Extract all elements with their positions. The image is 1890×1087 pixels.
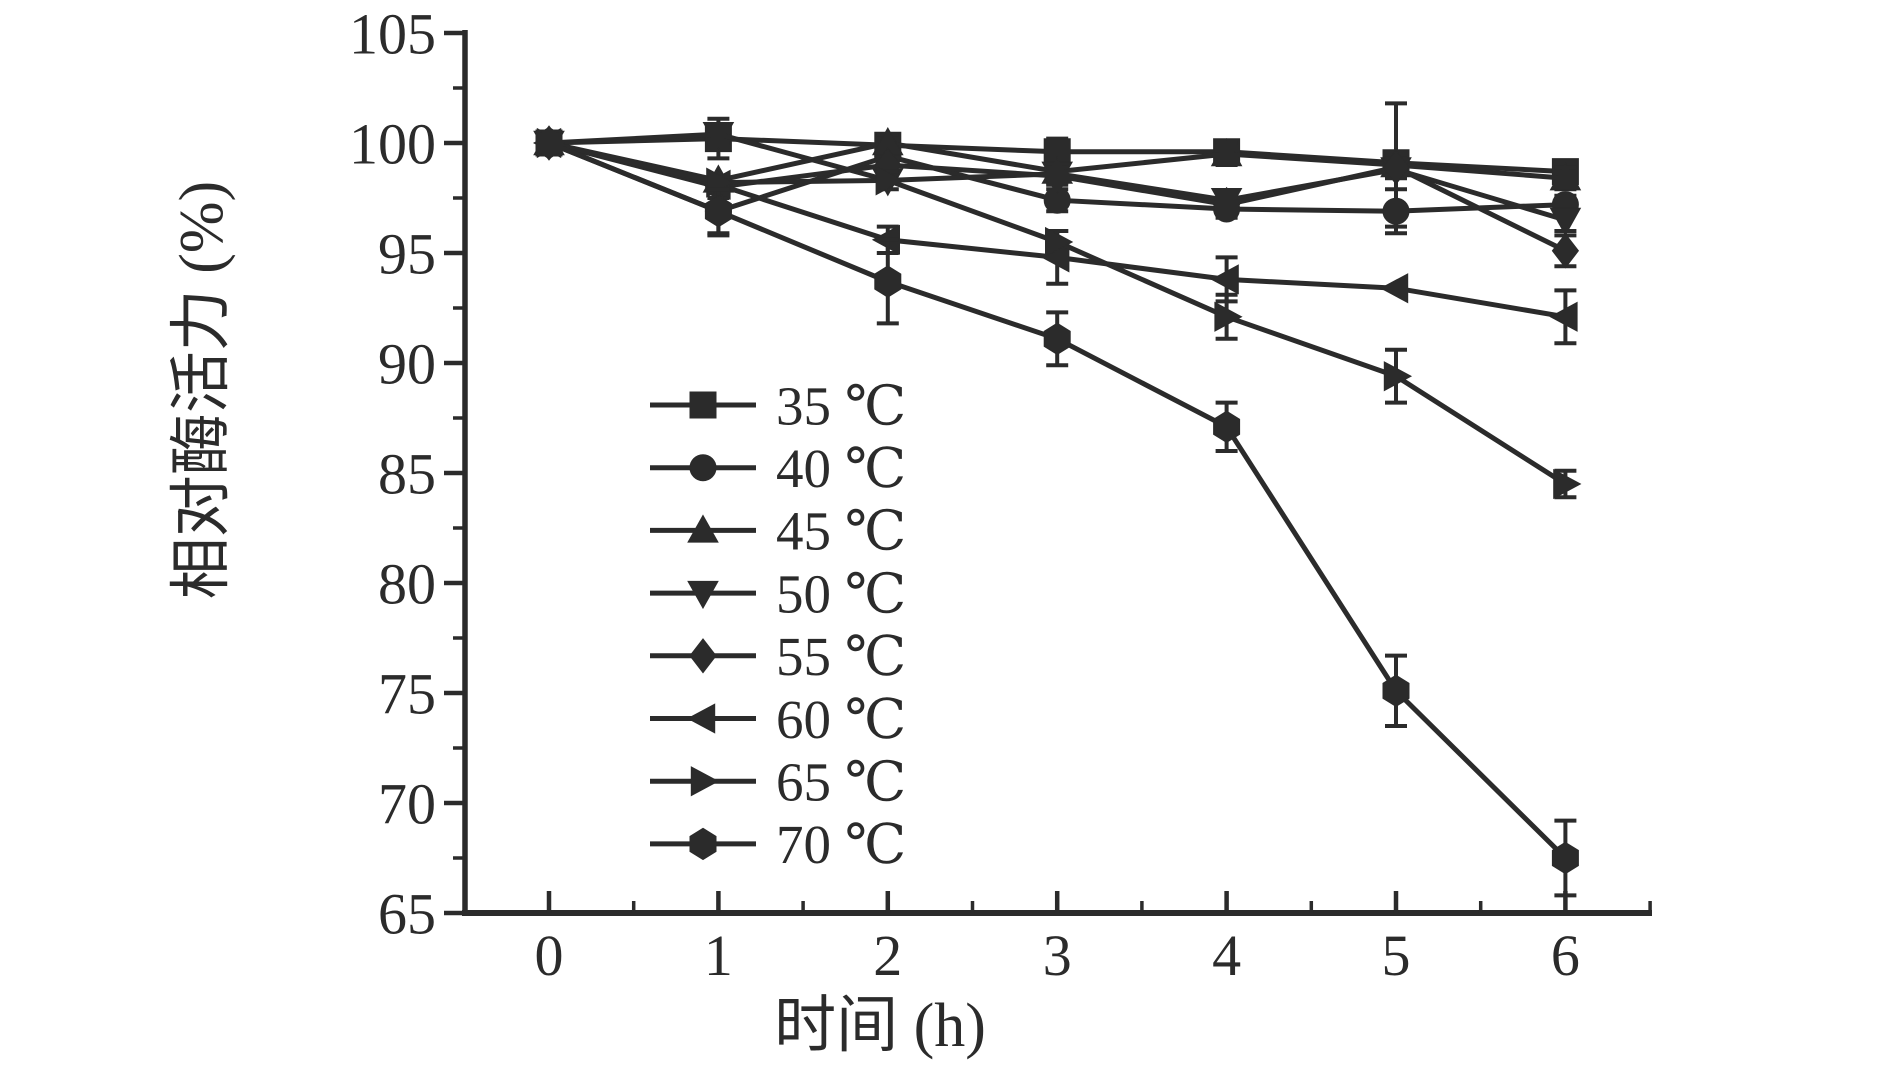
y-tick-label: 75 [378, 661, 436, 726]
y-tick-label: 105 [349, 1, 436, 66]
legend-diamond-marker [689, 638, 717, 674]
circle-marker [1043, 186, 1071, 214]
legend-item: 45 ℃ [650, 501, 906, 562]
x-tick-label: 6 [1551, 923, 1580, 988]
y-axis-title: 相对酶活力 (%) [168, 181, 236, 599]
hexagon-marker [874, 265, 902, 298]
hexagon-marker [704, 195, 732, 228]
x-axis-title: 时间 (h) [774, 992, 986, 1060]
legend-label: 35 ℃ [776, 375, 906, 436]
y-tick-label: 100 [349, 111, 436, 176]
hexagon-marker [1043, 322, 1071, 355]
hexagon-marker [1551, 841, 1579, 875]
legend-item: 35 ℃ [650, 375, 906, 436]
hexagon-marker [1213, 410, 1241, 443]
legend-label: 70 ℃ [776, 814, 906, 875]
legend-triangle-right-marker [690, 766, 720, 797]
hexagon-marker [535, 126, 563, 160]
legend-triangle-down-marker [687, 580, 719, 610]
triangle-right-marker [1553, 468, 1582, 500]
y-tick-label: 90 [378, 331, 436, 396]
triangle-left-marker [1210, 264, 1239, 295]
x-tick-label: 5 [1382, 923, 1411, 988]
diamond-marker [1212, 186, 1241, 223]
series-7-hexagon [535, 126, 1579, 898]
legend-label: 45 ℃ [776, 501, 906, 562]
legend-item: 40 ℃ [650, 438, 906, 499]
diamond-marker [1551, 233, 1580, 269]
legend-item: 60 ℃ [650, 689, 906, 750]
y-tick-label: 80 [378, 551, 436, 616]
x-tick-label: 2 [873, 923, 902, 988]
legend-label: 50 ℃ [776, 563, 906, 624]
triangle-right-marker [1214, 301, 1243, 332]
legend-label: 60 ℃ [776, 689, 906, 750]
x-tick-label: 1 [704, 923, 733, 988]
triangle-down-marker [1549, 207, 1582, 236]
triangle-up-marker [1549, 162, 1582, 191]
triangle-left-marker [1549, 301, 1578, 332]
x-tick-label: 4 [1212, 923, 1241, 988]
legend: 35 ℃40 ℃45 ℃50 ℃55 ℃60 ℃65 ℃70 ℃ [650, 375, 906, 875]
triangle-down-marker [702, 122, 735, 151]
y-tick-label: 95 [378, 221, 436, 286]
hexagon-marker [1382, 674, 1410, 707]
x-tick-label: 3 [1043, 923, 1072, 988]
legend-label: 55 ℃ [776, 626, 906, 687]
legend-hexagon-marker [689, 827, 717, 861]
series-6-triangle-right [536, 127, 1582, 500]
legend-square-marker [689, 391, 717, 419]
y-tick-label: 85 [378, 441, 436, 506]
triangle-left-marker [1379, 273, 1409, 304]
triangle-right-marker [1383, 361, 1413, 392]
diamond-marker [1382, 149, 1410, 185]
triangle-right-marker [1045, 226, 1074, 258]
legend-label: 40 ℃ [776, 438, 906, 499]
legend-item: 65 ℃ [650, 751, 906, 812]
triangle-right-marker [875, 165, 904, 196]
legend-circle-marker [689, 454, 717, 482]
y-tick-label: 70 [378, 771, 436, 836]
x-tick-label: 0 [535, 923, 564, 988]
legend-item: 55 ℃ [650, 626, 906, 687]
y-tick-label: 65 [378, 881, 436, 946]
legend-triangle-up-marker [687, 514, 719, 543]
legend-item: 50 ℃ [650, 563, 906, 624]
legend-item: 70 ℃ [650, 814, 906, 875]
legend-triangle-left-marker [686, 703, 716, 734]
triangle-up-marker [1210, 138, 1243, 167]
legend-label: 65 ℃ [776, 751, 906, 812]
diamond-marker [1043, 158, 1071, 194]
